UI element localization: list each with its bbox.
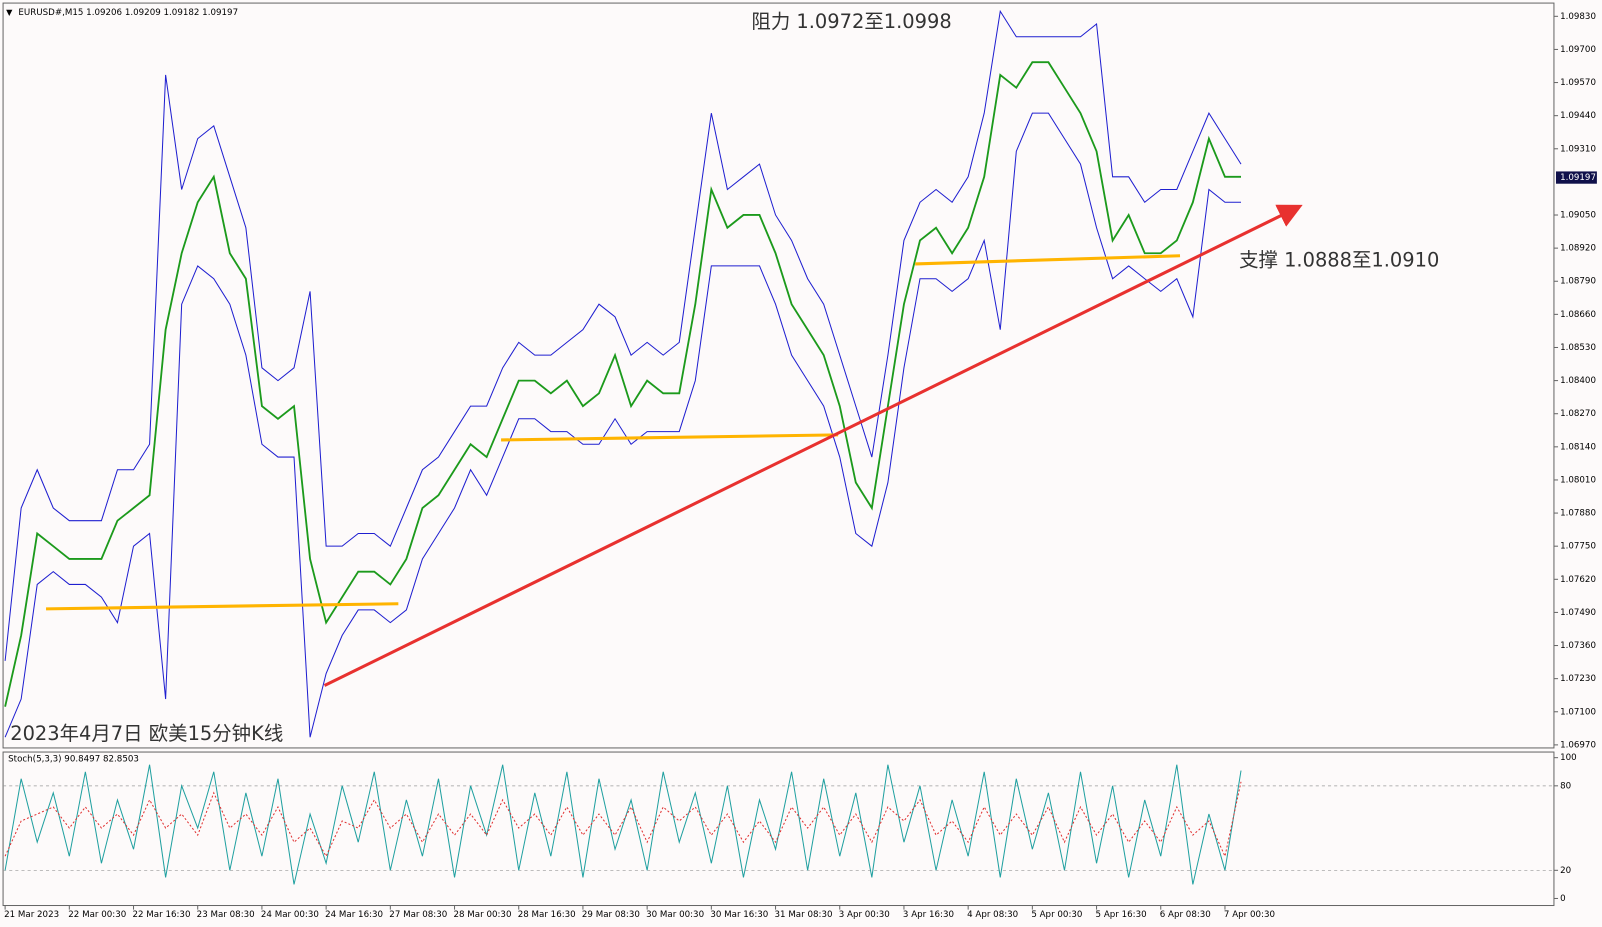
y-tick-label: 1.09050 xyxy=(1560,211,1596,221)
x-tick-label: 7 Apr 00:30 xyxy=(1224,910,1275,920)
menu-arrow: ▼ xyxy=(6,7,13,17)
y-tick-label: 1.06970 xyxy=(1560,740,1596,750)
y-tick-label: 100 xyxy=(1560,753,1577,763)
x-tick-label: 5 Apr 16:30 xyxy=(1096,910,1147,920)
last-price-box xyxy=(1555,171,1597,184)
y-tick-label: 1.09700 xyxy=(1560,45,1596,55)
stoch-pane xyxy=(2,751,1555,907)
y-tick-label: 1.08140 xyxy=(1560,442,1596,452)
y-tick-label: 1.09440 xyxy=(1560,111,1596,121)
x-tick-label: 24 Mar 16:30 xyxy=(325,910,383,920)
x-tick-label: 6 Apr 08:30 xyxy=(1160,910,1211,920)
series-line xyxy=(4,61,1242,707)
x-tick-label: 22 Mar 00:30 xyxy=(68,910,126,920)
resistance-note: 阻力 1.0972至1.0998 xyxy=(751,10,951,33)
support-note: 支撑 1.0888至1.0910 xyxy=(1239,248,1439,271)
x-tick-label: 22 Mar 16:30 xyxy=(132,910,190,920)
chart-caption: 2023年4月7日 欧美15分钟K线 xyxy=(10,722,283,745)
series-line xyxy=(4,112,1242,738)
x-tick-label: 30 Mar 16:30 xyxy=(710,910,768,920)
trend-line xyxy=(46,602,399,611)
y-tick-label: 1.07490 xyxy=(1560,608,1596,618)
x-tick-label: 23 Mar 08:30 xyxy=(197,910,255,920)
y-tick-label: 1.07880 xyxy=(1560,509,1596,519)
y-tick-label: 1.09310 xyxy=(1560,144,1596,154)
y-tick-label: 1.07230 xyxy=(1560,674,1596,684)
y-tick-label: 1.09570 xyxy=(1560,78,1596,88)
y-tick-label: 1.07100 xyxy=(1560,707,1596,717)
x-tick-label: 27 Mar 08:30 xyxy=(389,910,447,920)
x-tick-label: 5 Apr 00:30 xyxy=(1031,910,1082,920)
x-tick-label: 24 Mar 00:30 xyxy=(261,910,319,920)
y-tick-label: 1.09830 xyxy=(1560,12,1596,22)
x-tick-label: 21 Mar 2023 xyxy=(4,910,59,920)
x-tick-label: 28 Mar 00:30 xyxy=(454,910,512,920)
y-tick-label: 1.08270 xyxy=(1560,409,1596,419)
trend-line xyxy=(323,204,1303,687)
y-tick-label: 1.08660 xyxy=(1560,310,1596,320)
x-tick-label: 4 Apr 08:30 xyxy=(967,910,1018,920)
x-tick-label: 29 Mar 08:30 xyxy=(582,910,640,920)
last-price-label: 1.09197 xyxy=(1560,173,1596,183)
y-tick-label: 0 xyxy=(1560,894,1566,904)
y-tick-label: 1.08790 xyxy=(1560,277,1596,287)
trend-line xyxy=(501,433,839,442)
x-tick-label: 3 Apr 16:30 xyxy=(903,910,954,920)
y-tick-label: 80 xyxy=(1560,781,1571,791)
x-tick-label: 31 Mar 08:30 xyxy=(775,910,833,920)
y-tick-label: 1.08920 xyxy=(1560,244,1596,254)
y-tick-label: 20 xyxy=(1560,866,1571,876)
y-tick-label: 1.08530 xyxy=(1560,343,1596,353)
y-tick-label: 1.08400 xyxy=(1560,376,1596,386)
stoch-title: Stoch(5,3,3) 90.8497 82.8503 xyxy=(8,755,139,765)
series-line xyxy=(4,781,1242,858)
series-line xyxy=(4,764,1242,885)
y-tick-label: 1.07750 xyxy=(1560,542,1596,552)
trend-line xyxy=(915,254,1181,266)
chart-header: EURUSD#,M15 1.09206 1.09209 1.09182 1.09… xyxy=(18,8,238,18)
x-tick-label: 28 Mar 16:30 xyxy=(518,910,576,920)
x-tick-label: 3 Apr 00:30 xyxy=(839,910,890,920)
x-tick-label: 30 Mar 00:30 xyxy=(646,910,704,920)
series-line xyxy=(4,9,1242,661)
y-tick-label: 1.07620 xyxy=(1560,575,1596,585)
y-tick-label: 1.07360 xyxy=(1560,641,1596,651)
main-pane xyxy=(2,2,1555,749)
y-tick-label: 1.08010 xyxy=(1560,475,1596,485)
